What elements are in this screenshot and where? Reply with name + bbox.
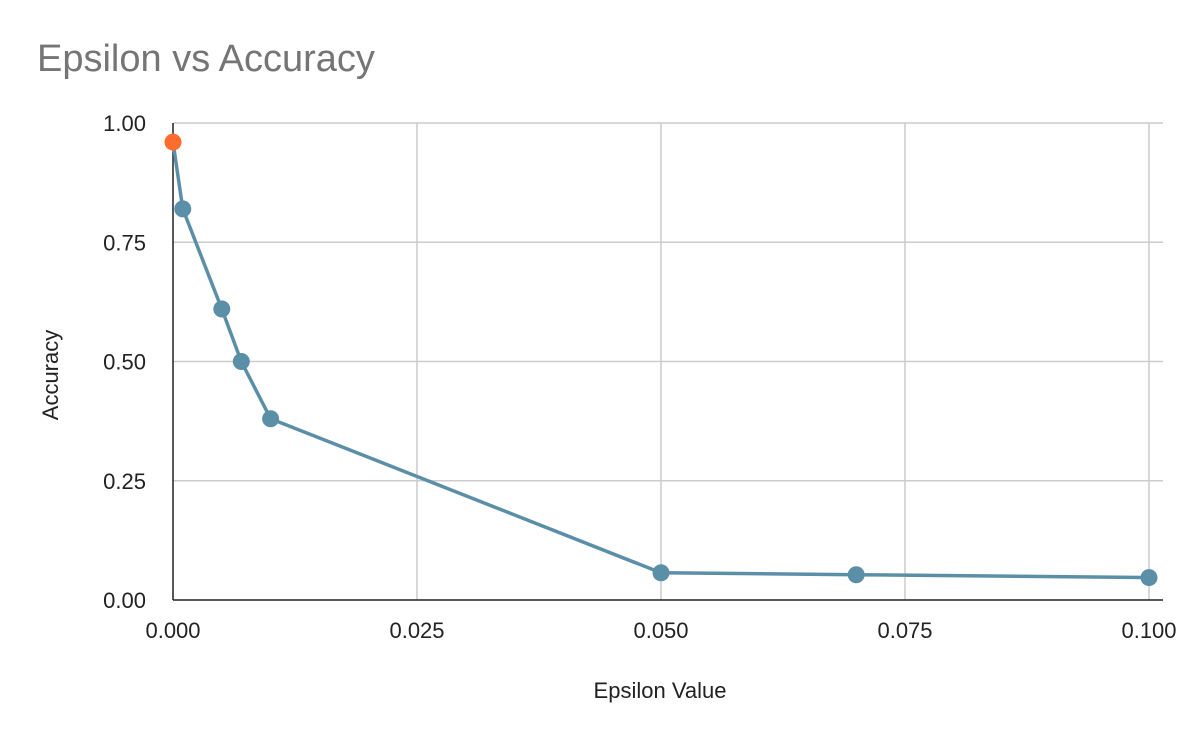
data-point [213,300,231,318]
x-axis-label: Epsilon Value [594,678,727,703]
y-tick-label: 0.00 [103,588,146,613]
data-point [232,353,250,370]
data-point [1140,569,1158,587]
chart-title: Epsilon vs Accuracy [37,38,375,80]
data-point [164,133,182,151]
data-point [262,410,280,428]
y-tick-labels: 0.00 0.25 0.50 0.75 1.00 [103,111,146,613]
data-point [652,564,670,582]
series [164,133,1158,587]
x-tick-label: 0.100 [1121,618,1176,643]
x-tick-label: 0.025 [389,618,444,643]
x-tick-label: 0.050 [633,618,688,643]
y-tick-label: 0.75 [103,230,146,255]
data-point [847,566,865,584]
y-tick-label: 0.50 [103,350,146,375]
gridlines [173,122,1163,600]
x-tick-label: 0.000 [145,618,200,643]
axes [172,123,1163,601]
y-tick-label: 0.25 [103,469,146,494]
series-line [171,140,1151,580]
y-axis-label: Accuracy [38,330,63,420]
y-tick-label: 1.00 [103,111,146,136]
x-tick-label: 0.075 [877,618,932,643]
data-point [174,200,192,218]
x-tick-labels: 0.000 0.025 0.050 0.075 0.100 [145,618,1176,643]
